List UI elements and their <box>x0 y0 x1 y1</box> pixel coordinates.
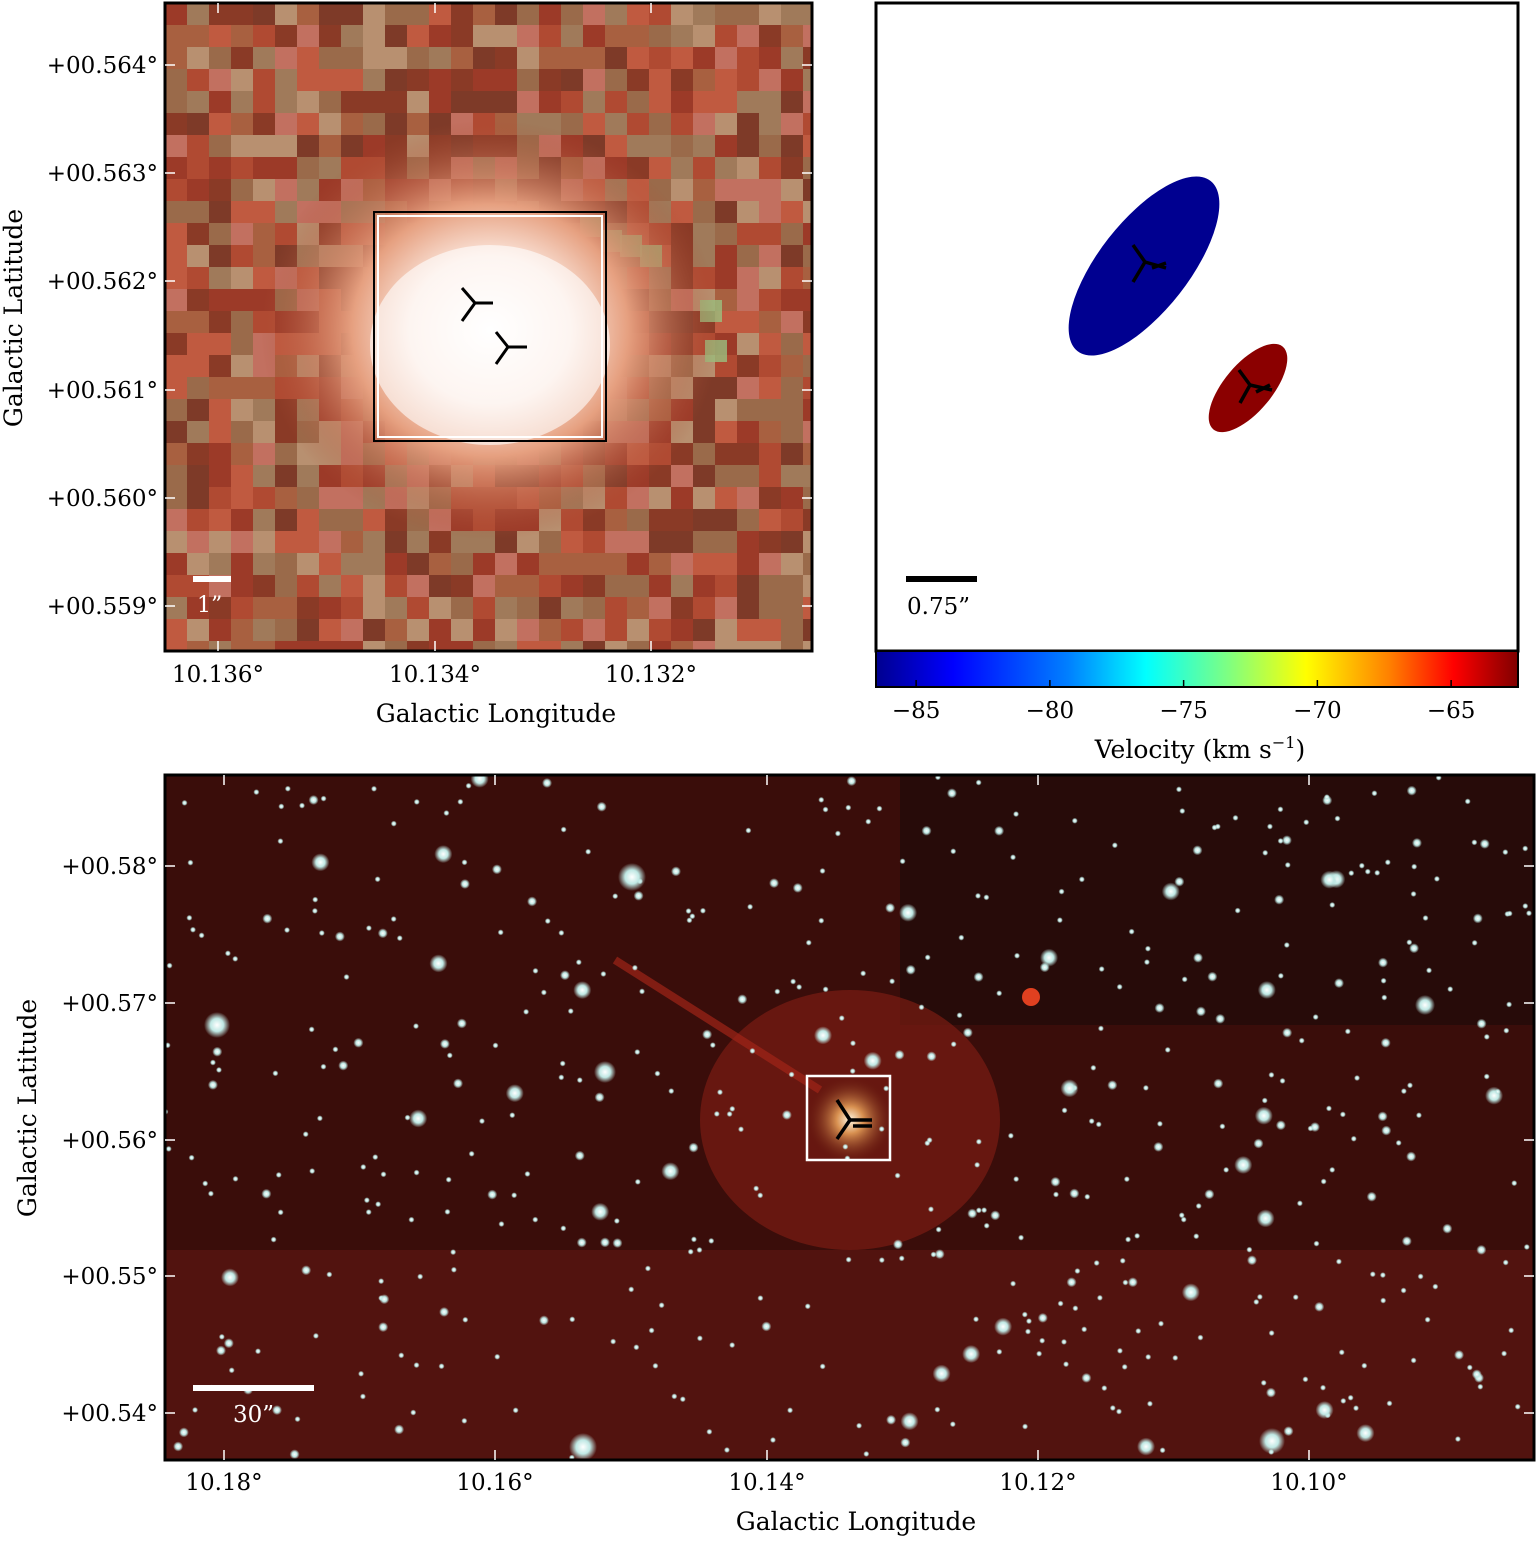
bottom-source-marker <box>835 1099 872 1140</box>
colorbar-tick-4: −65 <box>1427 698 1476 724</box>
velocity-map-frame <box>874 1 1520 653</box>
colorbar-tick-2: −75 <box>1159 698 1208 724</box>
region-box <box>805 1074 892 1162</box>
zoom-region-box <box>373 211 607 442</box>
bottom-ticks <box>165 775 1534 1460</box>
bot-xtick-3: 10.12° <box>999 1470 1076 1496</box>
bot-ytick-4: +00.54° <box>61 1401 158 1427</box>
tl-xtick-1: 10.134° <box>389 662 481 688</box>
tl-ytick-5: +00.559° <box>47 594 158 620</box>
bottom-xlabel: Galactic Longitude <box>736 1507 976 1536</box>
bottom-scalebar-label: 30” <box>233 1402 274 1428</box>
top-left-image-panel: 1” +00.564° +00.563° +00.562° +00.561° +… <box>0 1 814 728</box>
top-left-frame <box>163 1 814 653</box>
bot-xtick-0: 10.18° <box>185 1470 262 1496</box>
tl-ytick-3: +00.561° <box>47 378 158 404</box>
top-left-ylabel: Galactic Latitude <box>0 209 28 427</box>
colorbar-label: Velocity (km s−1) <box>1094 733 1305 764</box>
top-left-xlabel: Galactic Longitude <box>376 699 616 728</box>
top-left-x-ticks <box>217 3 652 651</box>
zoom-image <box>165 3 812 651</box>
tl-ytick-4: +00.560° <box>47 486 158 512</box>
bot-ytick-2: +00.56° <box>61 1128 158 1154</box>
top-right-velocity-panel: 0.75” −85 −80 −75 −70 −65 Velocity (km s−1) <box>874 1 1520 764</box>
top-left-scalebar-label: 1” <box>197 593 222 618</box>
bot-xtick-2: 10.14° <box>728 1470 805 1496</box>
bot-xtick-1: 10.16° <box>456 1470 533 1496</box>
bottom-frame <box>163 773 1536 1462</box>
tl-xtick-2: 10.132° <box>605 662 697 688</box>
wide-field-image <box>165 775 1534 1460</box>
colorbar-tick-1: −80 <box>1026 698 1075 724</box>
tl-ytick-2: +00.562° <box>47 269 158 295</box>
source-marker-1 <box>460 287 493 322</box>
colorbar-tick-0: −85 <box>892 698 941 724</box>
source-marker-2 <box>494 331 527 365</box>
colorbar-ticks: −85 −80 −75 −70 −65 <box>892 680 1476 724</box>
colorbar-tick-3: −70 <box>1293 698 1342 724</box>
bot-ytick-1: +00.57° <box>61 991 158 1017</box>
tl-ytick-0: +00.564° <box>47 53 158 79</box>
velocity-scalebar-label: 0.75” <box>907 594 970 620</box>
tl-ytick-1: +00.563° <box>47 161 158 187</box>
blue-source-marker <box>1131 243 1167 283</box>
top-left-y-ticks <box>165 64 812 607</box>
velocity-colorbar <box>875 650 1519 688</box>
bot-ytick-3: +00.55° <box>61 1264 158 1290</box>
bot-xtick-4: 10.10° <box>1270 1470 1347 1496</box>
bot-ytick-0: +00.58° <box>61 854 158 880</box>
tl-xtick-0: 10.136° <box>172 662 264 688</box>
red-source-marker <box>1237 368 1273 404</box>
bottom-wide-field-panel: 30” +00.58° +00.57° +00.56° +00.55° +00.… <box>13 773 1536 1536</box>
bottom-ylabel: Galactic Latitude <box>13 999 42 1217</box>
